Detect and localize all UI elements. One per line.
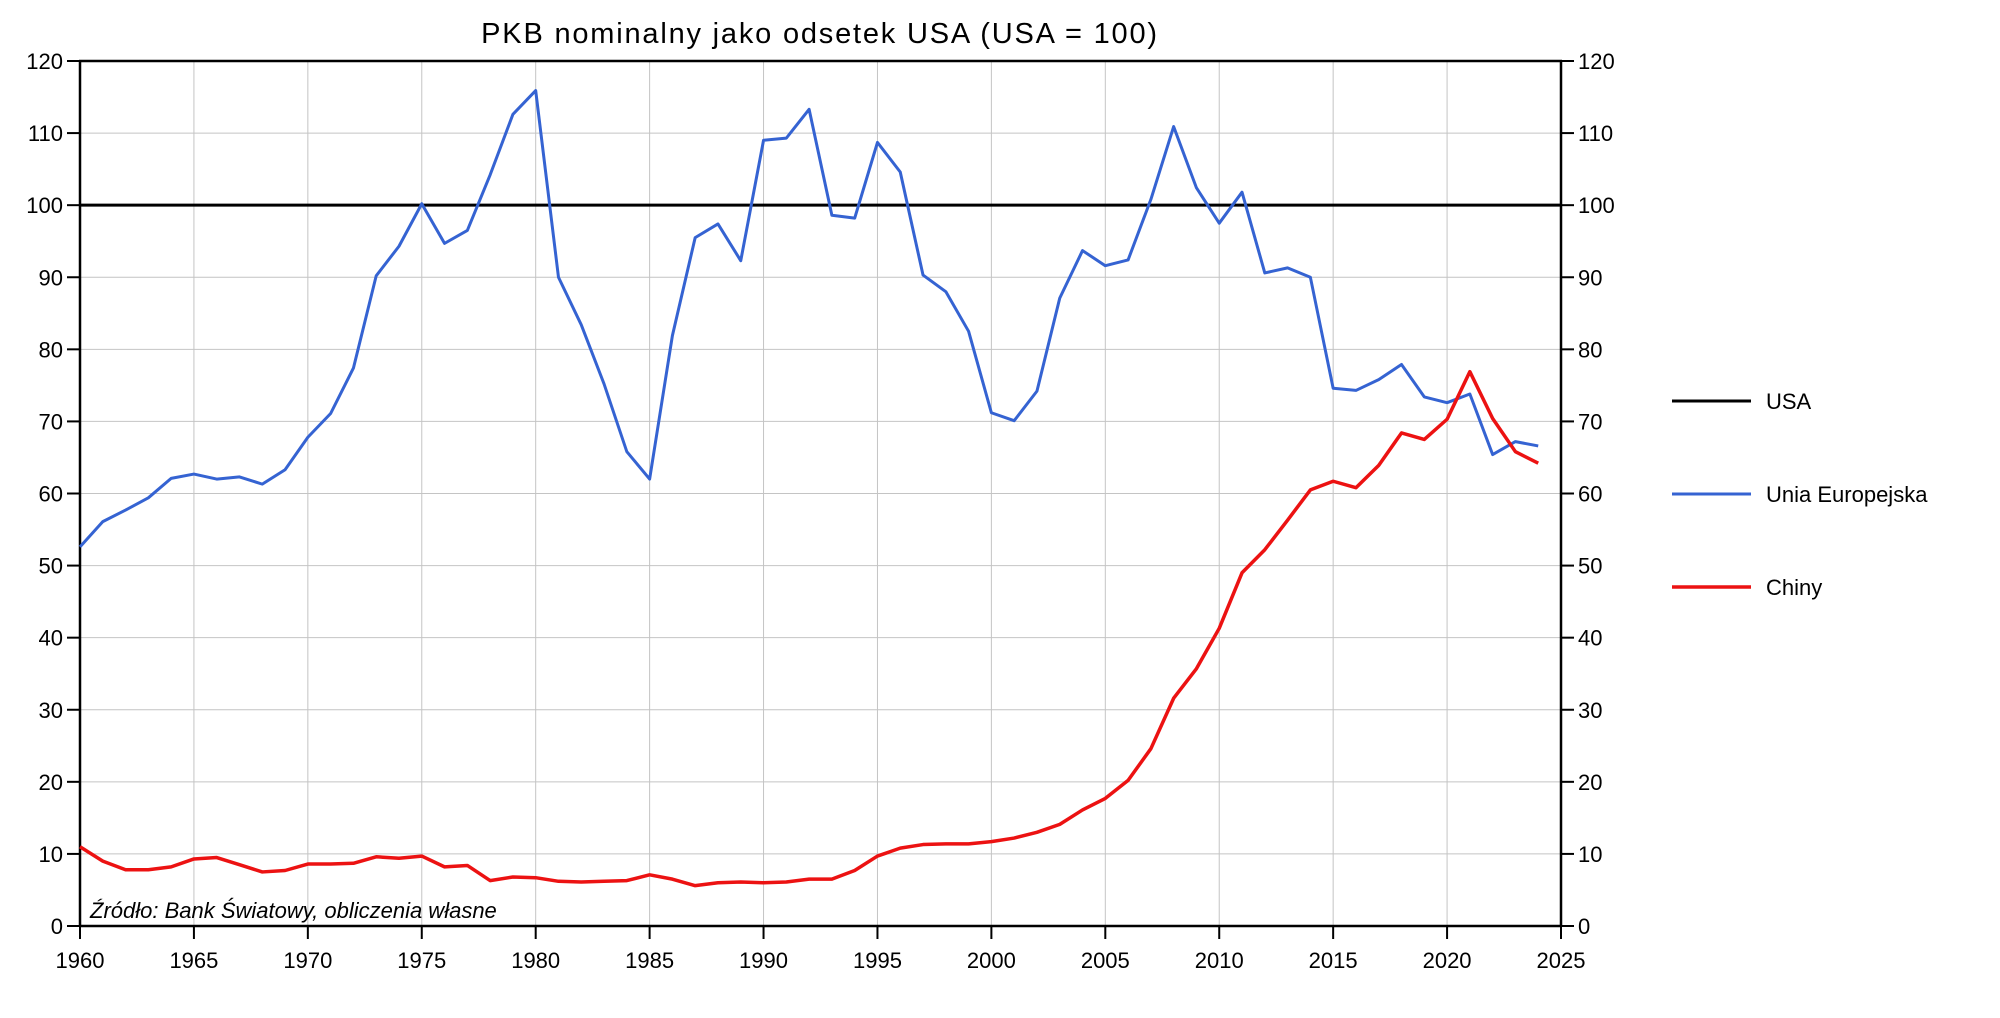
y-tick-label-right-70: 70 (1578, 409, 1602, 434)
x-tick-label-2010: 2010 (1195, 948, 1244, 973)
y-tick-label-left-50: 50 (39, 554, 63, 579)
source-note: Źródło: Bank Światowy, obliczenia własne (89, 898, 497, 923)
x-tick-label-1980: 1980 (511, 948, 560, 973)
x-tick-label-1975: 1975 (397, 948, 446, 973)
y-tick-label-left-120: 120 (26, 49, 63, 74)
y-tick-label-right-60: 60 (1578, 482, 1602, 507)
y-tick-label-left-110: 110 (28, 121, 63, 146)
x-tick-label-1960: 1960 (56, 948, 105, 973)
y-tick-label-left-70: 70 (39, 409, 63, 434)
x-tick-label-1985: 1985 (625, 948, 674, 973)
data-series (78, 89, 1561, 888)
y-tick-label-left-90: 90 (39, 265, 63, 290)
axes (67, 59, 1574, 939)
x-tick-label-2000: 2000 (967, 948, 1016, 973)
gridlines (80, 61, 1561, 926)
x-tick-label-2025: 2025 (1537, 948, 1586, 973)
y-tick-label-right-100: 100 (1578, 193, 1615, 218)
y-tick-label-left-0: 0 (51, 914, 63, 939)
y-tick-label-right-0: 0 (1578, 914, 1590, 939)
series-line-chiny (79, 369, 1540, 888)
y-tick-label-right-40: 40 (1578, 626, 1602, 651)
y-tick-label-left-10: 10 (39, 842, 63, 867)
y-tick-label-right-90: 90 (1578, 265, 1602, 290)
y-tick-label-left-30: 30 (39, 698, 63, 723)
y-tick-label-left-80: 80 (39, 337, 63, 362)
legend: USA Unia Europejska Chiny (1672, 389, 1928, 600)
y-tick-label-right-110: 110 (1578, 121, 1613, 146)
x-tick-label-1995: 1995 (853, 948, 902, 973)
x-tick-label-2020: 2020 (1423, 948, 1472, 973)
y-tick-label-left-40: 40 (39, 626, 63, 651)
chart-title: PKB nominalny jako odsetek USA (USA = 10… (481, 18, 1159, 50)
legend-label-unia-europejska: Unia Europejska (1766, 482, 1928, 507)
x-tick-label-2015: 2015 (1309, 948, 1358, 973)
y-tick-label-right-20: 20 (1578, 770, 1602, 795)
series-line-unia-europejska (78, 89, 1539, 548)
y-tick-label-left-60: 60 (39, 482, 63, 507)
y-tick-label-right-80: 80 (1578, 337, 1602, 362)
legend-label-chiny: Chiny (1766, 575, 1822, 600)
y-tick-label-right-120: 120 (1578, 49, 1615, 74)
x-tick-label-1970: 1970 (283, 948, 332, 973)
y-tick-label-right-30: 30 (1578, 698, 1602, 723)
y-tick-label-left-100: 100 (26, 193, 63, 218)
x-tick-label-1965: 1965 (169, 948, 218, 973)
y-tick-label-right-50: 50 (1578, 554, 1602, 579)
y-tick-label-left-20: 20 (39, 770, 63, 795)
legend-label-usa: USA (1766, 389, 1812, 414)
x-tick-label-1990: 1990 (739, 948, 788, 973)
y-tick-label-right-10: 10 (1578, 842, 1602, 867)
x-tick-label-2005: 2005 (1081, 948, 1130, 973)
